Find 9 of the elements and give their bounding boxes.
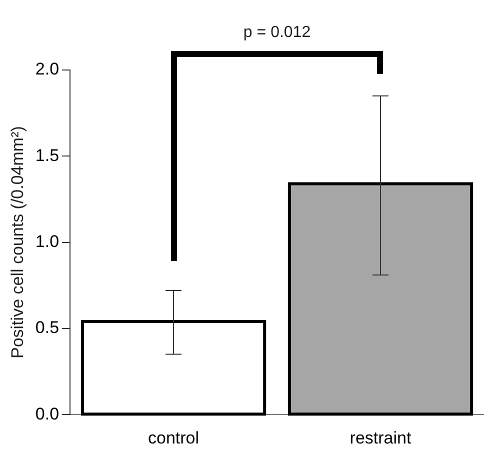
x-tick-label: control — [148, 428, 200, 448]
text: p = 0.012 — [243, 24, 311, 42]
x-tick-label: restraint — [350, 428, 412, 448]
y-axis-title: Positive cell counts (/0.04mm²) — [8, 126, 27, 359]
y-tick-label: 0.5 — [35, 318, 60, 338]
y-tick-label: 1.0 — [35, 232, 60, 251]
y-tick-label: 0.0 — [35, 404, 60, 424]
y-tick-label: 2.0 — [35, 60, 60, 79]
y-tick-label: 1.5 — [35, 146, 60, 165]
